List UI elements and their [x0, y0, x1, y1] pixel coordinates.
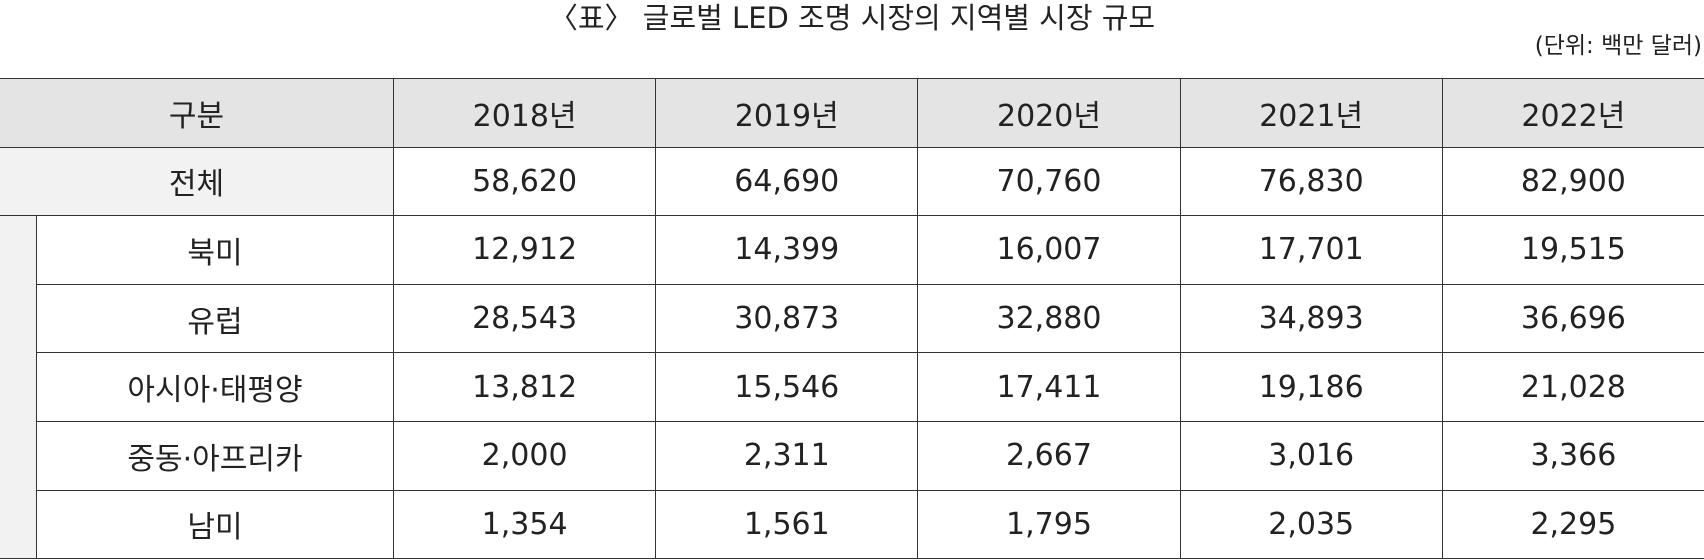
value-cell: 2,000 [393, 421, 656, 490]
row-label: 중동·아프리카 [36, 421, 393, 490]
row-label: 유럽 [36, 283, 393, 353]
value-cell: 19,515 [1441, 215, 1704, 284]
header-cell: 2018년 [393, 78, 656, 147]
value-cell: 15,546 [655, 352, 918, 421]
value-cell: 2,667 [917, 421, 1180, 490]
row-label: 북미 [36, 215, 393, 284]
header-cell: 2022년 [1441, 78, 1704, 147]
header-cell: 2020년 [917, 78, 1180, 147]
row-label: 전체 [0, 146, 393, 216]
table-bottom [0, 558, 1704, 560]
value-cell: 14,399 [655, 215, 918, 284]
value-cell: 1,795 [917, 489, 1180, 559]
value-cell: 3,016 [1179, 421, 1442, 490]
value-cell: 58,620 [393, 146, 656, 216]
title: 〈표〉 글로벌 LED 조명 시장의 지역별 시장 규모 [548, 1, 1156, 35]
value-cell: 34,893 [1179, 283, 1442, 353]
value-cell: 2,035 [1179, 489, 1442, 559]
value-cell: 82,900 [1441, 146, 1704, 216]
header-cell: 2021년 [1179, 78, 1442, 147]
value-cell: 19,186 [1179, 352, 1442, 421]
value-cell: 76,830 [1179, 146, 1442, 216]
value-cell: 36,696 [1441, 283, 1704, 353]
value-cell: 12,912 [393, 215, 656, 284]
row-label: 아시아·태평양 [36, 352, 393, 421]
indent-strip [0, 215, 36, 559]
value-cell: 17,411 [917, 352, 1180, 421]
value-cell: 70,760 [917, 146, 1180, 216]
value-cell: 2,295 [1441, 489, 1704, 559]
row-label: 남미 [36, 489, 393, 559]
value-cell: 17,701 [1179, 215, 1442, 284]
value-cell: 16,007 [917, 215, 1180, 284]
value-cell: 1,561 [655, 489, 918, 559]
header-cell: 2019년 [655, 78, 918, 147]
value-cell: 1,354 [393, 489, 656, 559]
value-cell: 28,543 [393, 283, 656, 353]
value-cell: 13,812 [393, 352, 656, 421]
value-cell: 3,366 [1441, 421, 1704, 490]
value-cell: 64,690 [655, 146, 918, 216]
header-cell: 구분 [0, 78, 393, 147]
value-cell: 2,311 [655, 421, 918, 490]
value-cell: 30,873 [655, 283, 918, 353]
value-cell: 21,028 [1441, 352, 1704, 421]
unit-note: (단위: 백만 달러) [1534, 33, 1702, 59]
value-cell: 32,880 [917, 283, 1180, 353]
